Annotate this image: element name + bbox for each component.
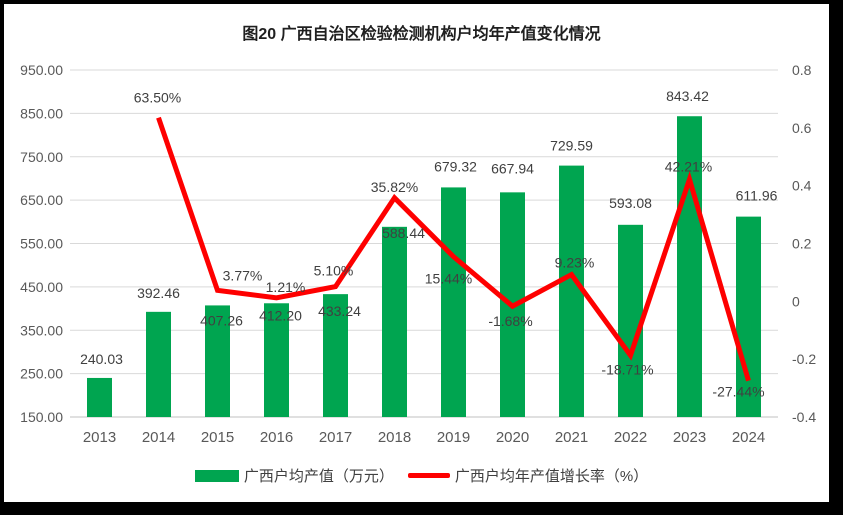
growth-rate-label: 63.50% [134, 90, 181, 106]
left-axis-tick: 550.00 [20, 236, 63, 252]
bar-value-label: 412.20 [259, 307, 302, 323]
bar-value-label: 679.32 [434, 158, 477, 174]
legend-label-line-series: 广西户均年产值增长率（%） [454, 468, 649, 485]
bar-value-label: 392.46 [137, 285, 180, 301]
chart-legend: 广西户均产值（万元） 广西户均年产值增长率（%） [0, 465, 843, 486]
x-axis-label: 2018 [378, 429, 411, 446]
right-axis-tick: 0.4 [792, 178, 812, 194]
x-axis-label: 2022 [614, 429, 647, 446]
growth-rate-label: 3.77% [223, 267, 263, 283]
bar-value-label: 588.44 [382, 225, 425, 241]
right-axis-tick: 0 [792, 293, 800, 309]
left-axis-tick: 950.00 [20, 62, 63, 78]
legend-item-bar-series: 广西户均产值（万元） [194, 465, 394, 486]
bar-2019 [441, 187, 466, 417]
bar-value-label: 611.96 [736, 188, 778, 204]
growth-rate-label: -27.44% [712, 384, 764, 400]
chart-title: 图20 广西自治区检验检测机构户均年产值变化情况 [242, 26, 601, 43]
x-axis-label: 2017 [319, 429, 352, 446]
bar-value-label: 593.08 [609, 195, 652, 211]
x-axis-label: 2020 [496, 429, 529, 446]
left-axis-tick: 750.00 [20, 149, 63, 165]
legend-item-line-series: 广西户均年产值增长率（%） [407, 465, 649, 486]
bar-2014 [146, 311, 171, 417]
line-series-swatch-icon [407, 473, 450, 478]
bar-value-label: 843.42 [666, 88, 709, 104]
x-axis-label: 2015 [201, 429, 234, 446]
x-axis-label: 2023 [673, 429, 706, 446]
growth-rate-label: 5.10% [314, 263, 354, 279]
right-axis-tick: 0.2 [792, 236, 812, 252]
bar-2017 [323, 294, 348, 417]
bar-2023 [677, 116, 702, 418]
growth-rate-label: 42.21% [665, 158, 712, 174]
growth-rate-line [156, 116, 751, 382]
x-axis-label: 2013 [83, 429, 116, 446]
left-axis-tick: 650.00 [20, 192, 63, 208]
bar-2021 [559, 165, 584, 417]
bar-value-label: 729.59 [550, 138, 593, 154]
bar-value-label: 240.03 [80, 351, 123, 367]
x-axis-label: 2021 [555, 429, 588, 446]
bar-2015 [205, 305, 230, 417]
x-axis-label: 2019 [437, 429, 470, 446]
bar-2024 [736, 216, 761, 417]
bar-value-label: 433.24 [318, 303, 361, 319]
left-axis-tick: 850.00 [20, 105, 63, 121]
growth-rate-label: -18.71% [601, 361, 653, 377]
growth-rate-label: 9.23% [555, 255, 595, 271]
bar-2013 [87, 377, 112, 417]
growth-rate-label: 1.21% [266, 279, 306, 295]
right-axis-tick: 0.6 [792, 120, 812, 136]
bar-value-label: 407.26 [200, 312, 243, 328]
left-axis-tick: 150.00 [20, 409, 63, 425]
bar-2022 [618, 224, 643, 417]
left-axis-tick: 350.00 [20, 322, 63, 338]
legend-label-bar-series: 广西户均产值（万元） [243, 468, 394, 485]
x-axis-label: 2024 [732, 429, 765, 446]
growth-rate-label: 35.82% [371, 179, 418, 195]
growth-rate-label: -1.68% [488, 313, 532, 329]
right-axis-tick: -0.4 [792, 409, 816, 425]
bar-2016 [264, 303, 289, 417]
right-axis-tick: -0.2 [792, 351, 816, 367]
growth-rate-label: 15.44% [425, 271, 472, 287]
right-axis-tick: 0.8 [792, 62, 812, 78]
left-axis-tick: 450.00 [20, 279, 63, 295]
bar-2018 [382, 226, 407, 417]
bar-series-swatch-icon [194, 469, 239, 482]
x-axis-label: 2014 [142, 429, 175, 446]
bar-value-label: 667.94 [491, 160, 534, 176]
left-axis-tick: 250.00 [20, 366, 63, 382]
x-axis-label: 2016 [260, 429, 293, 446]
